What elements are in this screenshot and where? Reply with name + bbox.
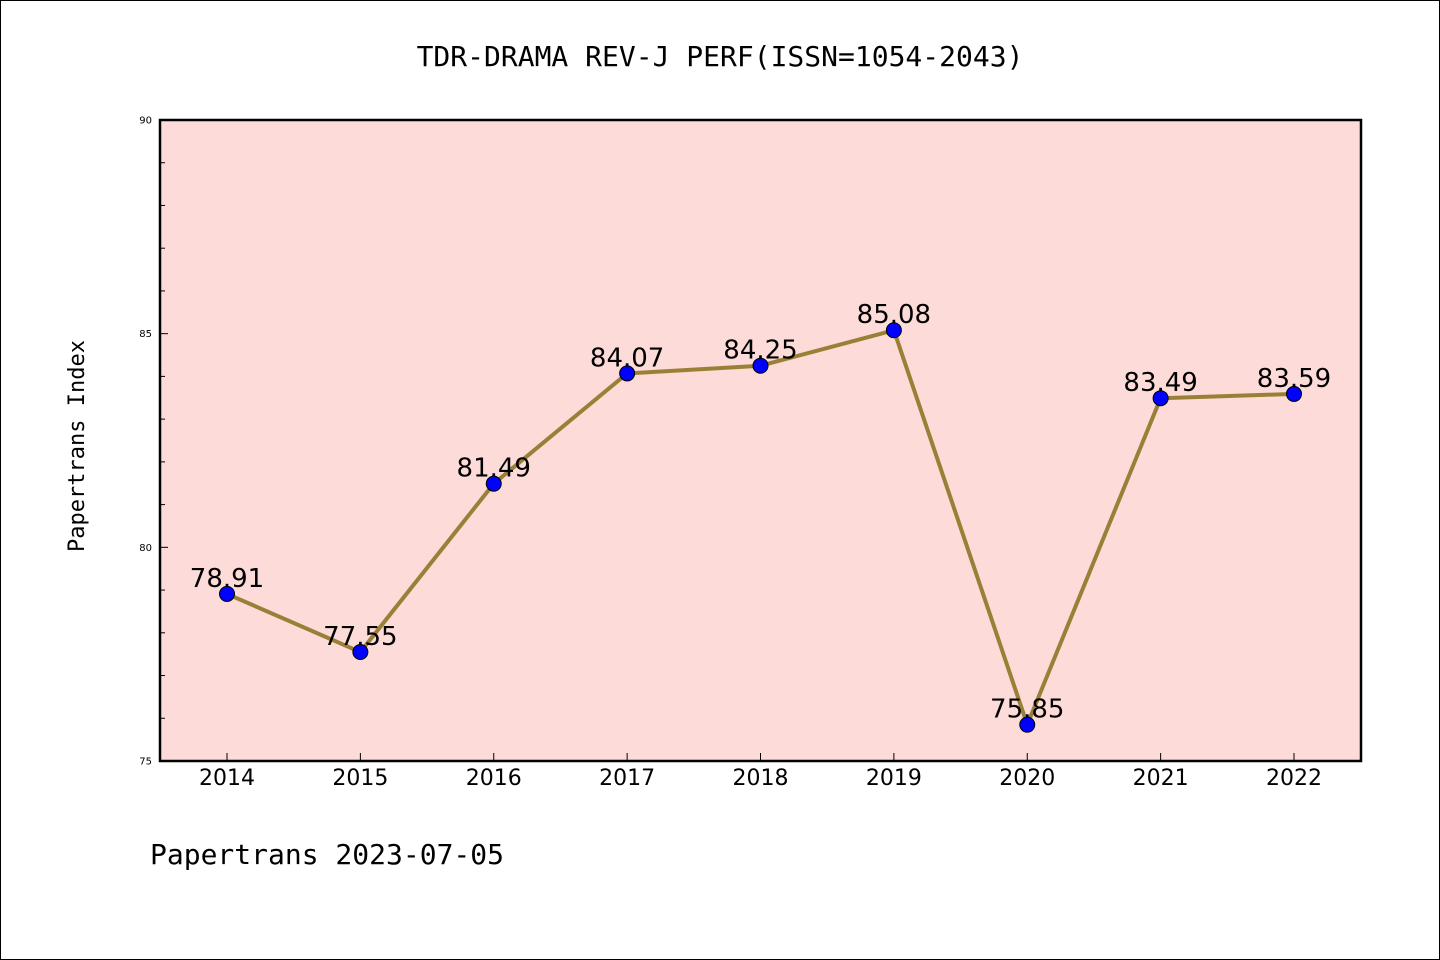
x-tick-label: 2016 [466,766,522,791]
data-label: 85.08 [857,300,931,330]
series-markers [219,322,1302,733]
data-label: 81.49 [457,454,531,484]
data-label: 78.91 [190,564,264,594]
plot-border [158,118,1363,763]
y-axis-label: Papertrans Index [65,340,90,552]
data-label: 77.55 [323,622,397,652]
x-tick-label: 2020 [999,766,1055,791]
x-tick-label: 2019 [866,766,922,791]
data-point [752,357,769,374]
data-point [352,644,369,661]
footer-date: Papertrans 2023-07-05 [150,838,504,871]
data-labels: 78.91 77.55 81.49 84.07 84.25 85.08 75.85 83.49… [190,300,1331,724]
data-point [619,365,636,382]
x-tick-label: 2014 [199,766,255,791]
data-point [1152,390,1169,407]
plot-area [160,120,1361,761]
y-tick-label: 90 [139,116,152,127]
x-tick-label: 2018 [733,766,789,791]
data-label: 84.07 [590,343,664,373]
y-tick-label: 85 [139,329,152,340]
data-label: 83.49 [1123,368,1197,398]
data-label: 75.85 [990,695,1064,725]
data-point [1286,385,1302,402]
data-point [485,475,502,492]
data-point [1019,716,1036,733]
y-tick-label: 75 [139,757,152,768]
x-tick-label: 2017 [599,766,655,791]
x-tick-label: 2021 [1133,766,1189,791]
y-tick-label: 80 [139,543,152,554]
x-axis: 2014 2015 2016 2017 2018 2019 2020 2021 2022 [199,753,1322,791]
data-point [219,585,235,602]
chart-title: TDR-DRAMA REV-J PERF(ISSN=1054-2043) [417,40,1024,73]
x-tick-label: 2022 [1266,766,1322,791]
x-tick-label: 2015 [332,766,388,791]
data-label: 84.25 [723,336,797,366]
data-label: 83.59 [1257,364,1331,394]
data-point [885,322,902,339]
